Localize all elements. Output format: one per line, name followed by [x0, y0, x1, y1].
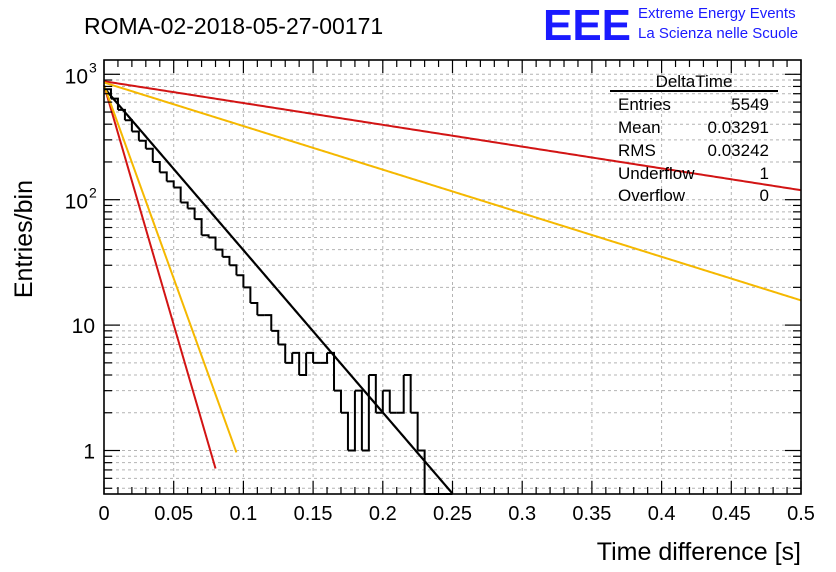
- histogram-bin: [368, 374, 377, 413]
- x-tick-label: 0: [98, 503, 109, 525]
- histogram-bin: [215, 248, 224, 257]
- histogram-bin: [208, 236, 217, 250]
- x-tick-label: 0.5: [787, 503, 815, 525]
- y-tick-label: 10: [65, 65, 88, 88]
- histogram-bin: [194, 218, 203, 236]
- histogram-bin: [354, 389, 363, 451]
- histogram-bin: [229, 264, 238, 276]
- histogram-bin: [243, 286, 252, 304]
- eee-logo-letters: EEE: [543, 1, 631, 50]
- stats-underflow-value: 1: [760, 164, 769, 183]
- histogram-bin: [110, 97, 119, 110]
- stats-mean-label: Mean: [618, 118, 661, 137]
- stats-underflow-label: Underflow: [618, 164, 695, 183]
- histogram-bin: [264, 314, 273, 331]
- histogram-bin: [104, 88, 112, 99]
- stats-rms-label: RMS: [618, 141, 656, 160]
- stats-overflow-value: 0: [760, 186, 769, 205]
- histogram-bin: [159, 171, 168, 182]
- curve-yellow-steep: [103, 84, 238, 453]
- stats-title: DeltaTime: [656, 72, 733, 91]
- histogram-bin: [222, 255, 231, 266]
- histogram-bin: [327, 351, 336, 391]
- histogram-bin: [320, 352, 329, 364]
- y-tick-label: 1: [83, 441, 95, 464]
- histogram-bin: [410, 411, 419, 451]
- histogram-bin: [173, 186, 182, 203]
- fit-curves: [103, 80, 802, 495]
- histogram-bin: [278, 343, 287, 363]
- curve-yellow-shallow: [103, 81, 802, 302]
- y-tick-label: 10: [72, 315, 95, 338]
- x-tick-label: 0.2: [369, 503, 397, 525]
- stats-box: DeltaTime Entries 5549 Mean 0.03291 RMS …: [610, 72, 778, 205]
- x-axis-label: Time difference [s]: [597, 538, 801, 566]
- histogram-bin: [299, 352, 308, 377]
- histogram-bin: [250, 302, 259, 316]
- stats-mean-value: 0.03291: [708, 118, 769, 137]
- histogram-bin: [236, 274, 245, 288]
- histogram-bin: [347, 390, 356, 452]
- stats-rms-value: 0.03242: [708, 141, 769, 160]
- y-tick-label: 10: [65, 191, 88, 214]
- histogram-bin: [306, 351, 315, 363]
- histogram-bin: [152, 160, 161, 173]
- histogram-steps: [104, 88, 453, 495]
- histogram-bin: [117, 108, 126, 121]
- histogram-bin: [334, 389, 342, 413]
- histogram-bin: [375, 390, 384, 414]
- histogram-bin: [292, 351, 301, 376]
- x-tick-label: 0.1: [229, 503, 257, 525]
- histogram-bin: [138, 139, 147, 149]
- x-tick-label: 0.35: [572, 503, 611, 525]
- run-title: ROMA-02-2018-05-27-00171: [84, 13, 383, 39]
- curve-exponential-fit: [103, 87, 454, 495]
- curve-red-steep: [103, 84, 217, 469]
- stats-entries-value: 5549: [731, 95, 769, 114]
- histogram-bin: [382, 389, 391, 413]
- histogram-bin: [166, 180, 175, 188]
- y-tick-label-exponent: 3: [89, 59, 97, 75]
- x-tick-label: 0.45: [712, 503, 751, 525]
- histogram-bin: [403, 374, 412, 413]
- histogram-bin: [131, 130, 140, 141]
- histogram-bin: [361, 375, 370, 452]
- x-tick-label: 0.15: [294, 503, 333, 525]
- y-tick-label-exponent: 2: [89, 185, 97, 201]
- curve-red-shallow: [103, 80, 802, 192]
- histogram-bin: [340, 411, 349, 451]
- eee-logo-line2: La Scienza nelle Scuole: [638, 25, 798, 42]
- axes: [103, 59, 802, 495]
- stats-entries-label: Entries: [618, 95, 671, 114]
- x-tick-label: 0.05: [154, 503, 193, 525]
- histogram-bin: [124, 119, 133, 132]
- stats-overflow-label: Overflow: [618, 186, 686, 205]
- eee-logo-line1: Extreme Energy Events: [638, 5, 796, 22]
- y-axis-label: Entries/bin: [10, 180, 38, 298]
- histogram-bin: [285, 352, 294, 364]
- histogram-bin: [180, 201, 189, 209]
- histogram-bin: [271, 329, 280, 345]
- histogram-bin: [145, 147, 154, 162]
- x-tick-label: 0.4: [648, 503, 676, 525]
- x-tick-label: 0.25: [433, 503, 472, 525]
- x-tick-label: 0.3: [508, 503, 536, 525]
- tick-labels: 0 0.05 0.1 0.15 0.2 0.25 0.3 0.35 0.4 0.45 0.51101…: [65, 59, 815, 525]
- histogram-bin: [417, 449, 426, 494]
- histogram-bin: [187, 207, 196, 220]
- eee-logo: EEE Extreme Energy Events La Scienza nel…: [543, 1, 798, 50]
- histogram-bin: [396, 375, 405, 414]
